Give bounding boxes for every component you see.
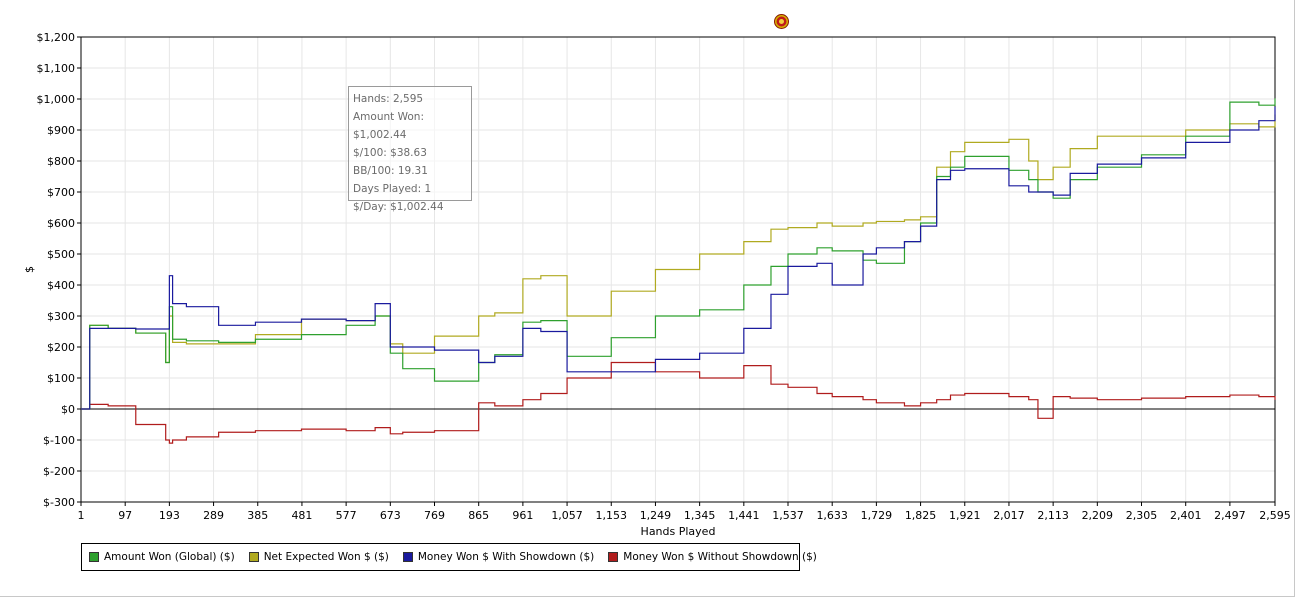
legend-label-showdown: Money Won $ With Showdown ($) xyxy=(417,551,595,563)
x-tick-label: 2,113 xyxy=(1037,509,1069,522)
legend-item-no-showdown[interactable]: Money Won $ Without Showdown ($) xyxy=(608,551,817,563)
x-tick-label: 193 xyxy=(159,509,180,522)
y-tick-label: $0 xyxy=(61,403,75,416)
x-tick-label: 2,497 xyxy=(1214,509,1246,522)
series-line-showdown xyxy=(81,106,1276,410)
legend-label-net-expected: Net Expected Won $ ($) xyxy=(263,551,389,563)
x-tick-label: 673 xyxy=(380,509,401,522)
x-tick-label: 865 xyxy=(468,509,489,522)
legend-label-no-showdown: Money Won $ Without Showdown ($) xyxy=(623,551,817,563)
y-tick-label: $300 xyxy=(47,310,75,323)
y-tick-label: $100 xyxy=(47,372,75,385)
y-tick-label: $200 xyxy=(47,341,75,354)
legend-item-amount-won[interactable]: Amount Won (Global) ($) xyxy=(89,551,235,563)
x-tick-label: 2,017 xyxy=(993,509,1025,522)
x-tick-label: 1,441 xyxy=(728,509,760,522)
tooltip-amount-won: Amount Won: $1,002.44 xyxy=(353,111,424,141)
chart-legend: Amount Won (Global) ($) Net Expected Won… xyxy=(81,543,817,571)
tooltip-dollars-per-day: $/Day: $1,002.44 xyxy=(353,201,444,213)
y-tick-label: $-200 xyxy=(43,465,75,478)
x-tick-label: 2,595 xyxy=(1259,509,1291,522)
x-tick-label: 1,249 xyxy=(640,509,672,522)
y-tick-label: $1,200 xyxy=(37,31,76,44)
x-tick-label: 1,825 xyxy=(905,509,937,522)
hover-tooltip: Hands: 2,595 Amount Won: $1,002.44 $/100… xyxy=(348,86,472,213)
y-tick-label: $1,000 xyxy=(37,93,76,106)
x-tick-label: 481 xyxy=(291,509,312,522)
plot-border xyxy=(80,36,1276,503)
x-tick-label: 1,729 xyxy=(861,509,893,522)
x-tick-label: 385 xyxy=(247,509,268,522)
y-tick-label: $800 xyxy=(47,155,75,168)
legend-swatch-net-expected xyxy=(248,552,259,562)
y-tick-label: $400 xyxy=(47,279,75,292)
y-tick-label: $1,100 xyxy=(37,62,76,75)
legend-swatch-no-showdown xyxy=(608,552,619,562)
x-tick-label: 769 xyxy=(424,509,445,522)
y-tick-label: $600 xyxy=(47,217,75,230)
legend-item-net-expected[interactable]: Net Expected Won $ ($) xyxy=(248,551,389,563)
x-tick-label: 1,153 xyxy=(596,509,628,522)
x-tick-label: 1,057 xyxy=(551,509,583,522)
tooltip-bb-per-100: BB/100: 19.31 xyxy=(353,165,428,177)
x-tick-label: 1,633 xyxy=(816,509,848,522)
x-tick-label: 961 xyxy=(512,509,533,522)
x-axis-title: Hands Played xyxy=(641,525,716,538)
legend-item-showdown[interactable]: Money Won $ With Showdown ($) xyxy=(402,551,595,563)
x-tick-label: 1,921 xyxy=(949,509,981,522)
x-tick-label: 97 xyxy=(118,509,132,522)
x-tick-label: 289 xyxy=(203,509,224,522)
legend-swatch-showdown xyxy=(402,552,413,562)
legend-swatch-amount-won xyxy=(89,552,99,562)
x-tick-label: 577 xyxy=(336,509,357,522)
x-tick-label: 2,401 xyxy=(1170,509,1202,522)
x-tick-label: 2,305 xyxy=(1126,509,1158,522)
y-tick-label: $-300 xyxy=(43,496,75,509)
y-tick-label: $700 xyxy=(47,186,75,199)
y-tick-label: $500 xyxy=(47,248,75,261)
y-tick-label: $900 xyxy=(47,124,75,137)
x-tick-label: 1,345 xyxy=(684,509,716,522)
tooltip-days-played: Days Played: 1 xyxy=(353,183,432,195)
poker-chip-icon xyxy=(774,14,789,29)
y-tick-label: $-100 xyxy=(43,434,75,447)
series-line-no_showdown xyxy=(81,361,1276,444)
legend-label-amount-won: Amount Won (Global) ($) xyxy=(104,551,235,563)
tooltip-dollars-per-100: $/100: $38.63 xyxy=(353,147,427,159)
x-tick-label: 1 xyxy=(78,509,85,522)
tooltip-hands: Hands: 2,595 xyxy=(353,93,424,105)
x-tick-label: 2,209 xyxy=(1082,509,1114,522)
x-tick-label: 1,537 xyxy=(772,509,804,522)
y-axis-title: $ xyxy=(23,266,36,273)
